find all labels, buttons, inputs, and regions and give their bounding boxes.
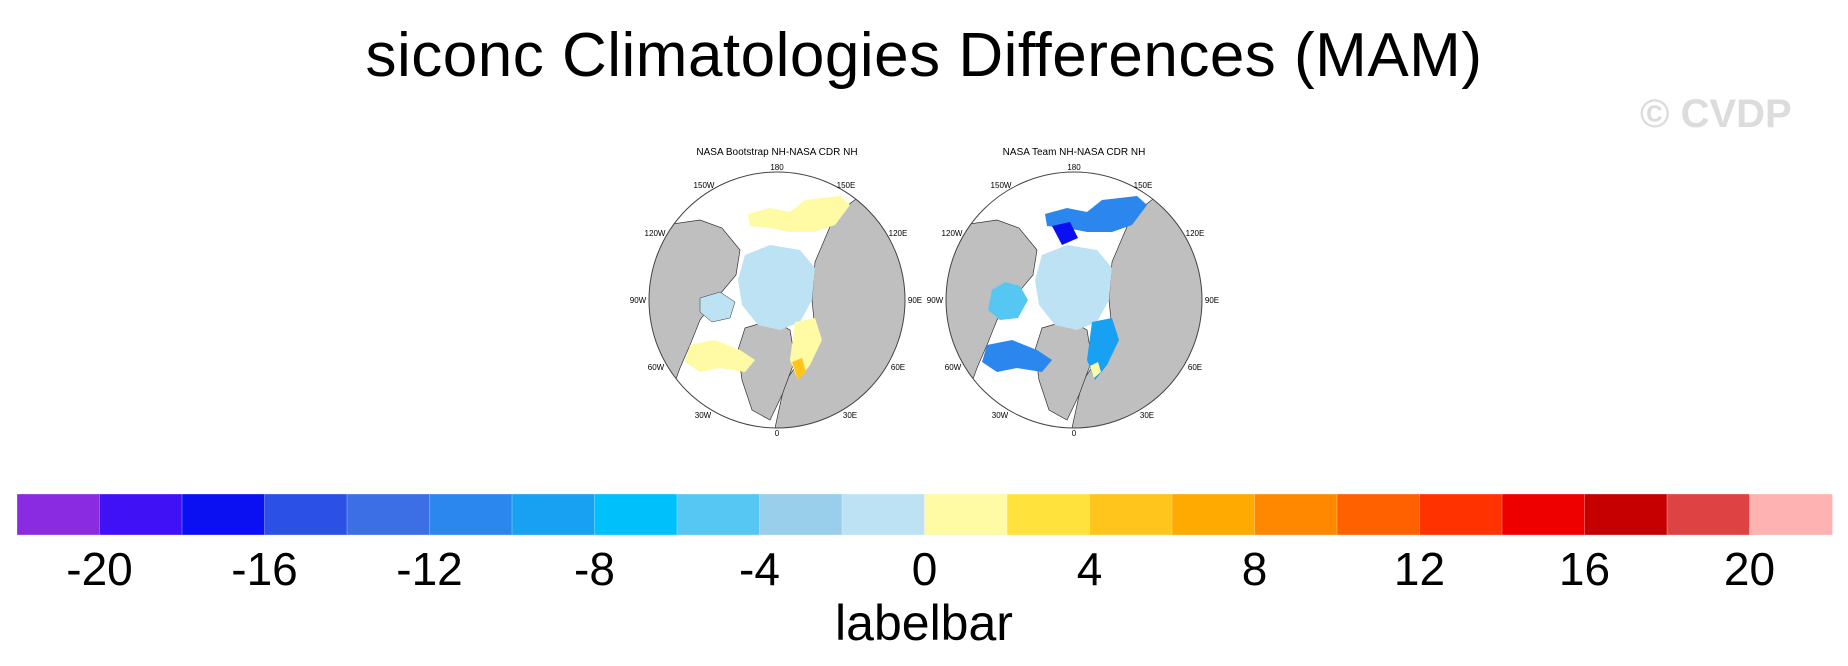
colorbar-box	[1006, 493, 1091, 536]
lon-label-180: 180	[1067, 163, 1081, 172]
colorbar-box	[841, 493, 926, 536]
colorbar-box	[1089, 493, 1173, 536]
positive-diff-siberia	[748, 196, 850, 232]
colorbar-tick-label: 12	[1394, 543, 1445, 595]
lon-label-150w: 150W	[991, 181, 1012, 190]
panel-bootstrap: NASA Bootstrap NH-NASA CDR NH 180 150E 1…	[630, 147, 922, 438]
colorbar-box	[1171, 493, 1256, 536]
negative-diff-canadian-archipelago	[988, 282, 1028, 320]
lon-label-30w: 30W	[695, 411, 712, 420]
positive-diff-okhotsk	[792, 358, 806, 380]
polar-map	[649, 172, 905, 428]
colorbar-box	[1584, 493, 1668, 536]
lon-label-90w: 90W	[927, 296, 944, 305]
colorbar-tick-label: 16	[1559, 543, 1610, 595]
figure-title: siconc Climatologies Differences (MAM)	[365, 21, 1483, 90]
colorbar-box	[1254, 493, 1338, 536]
lon-label-0: 0	[775, 429, 780, 438]
colorbar-tick-label: -16	[231, 543, 297, 595]
arctic-ice-diff	[738, 245, 815, 330]
lon-label-120w: 120W	[942, 229, 963, 238]
colorbar-box	[16, 493, 101, 536]
lon-label-30e: 30E	[1140, 411, 1154, 420]
colorbar-box	[594, 493, 678, 536]
lon-label-150w: 150W	[694, 181, 715, 190]
lon-label-60e: 60E	[891, 363, 905, 372]
colorbar-tick-label: -20	[66, 543, 132, 595]
polar-map	[946, 172, 1202, 428]
lon-label-30w: 30W	[992, 411, 1009, 420]
panel-title: NASA Bootstrap NH-NASA CDR NH	[696, 147, 857, 158]
panel-title: NASA Team NH-NASA CDR NH	[1003, 147, 1146, 158]
negative-diff-pacific-edge	[1052, 222, 1078, 245]
lon-label-120e: 120E	[889, 229, 908, 238]
negative-diff-atlantic	[982, 340, 1052, 372]
arctic-ice-diff	[1035, 245, 1112, 330]
colorbar-tick-label: 0	[912, 543, 938, 595]
colorbar-box	[924, 493, 1008, 536]
lon-label-120e: 120E	[1186, 229, 1205, 238]
lon-label-90w: 90W	[630, 296, 647, 305]
colorbar-box	[1336, 493, 1421, 536]
lon-label-30e: 30E	[843, 411, 857, 420]
positive-diff-atlantic	[685, 340, 755, 372]
colorbar-tick-labels: -20 -16 -12 -8 -4 0 4 8 12 16 20	[66, 543, 1775, 595]
colorbar-box	[1749, 493, 1833, 536]
hudson-bay-diff	[699, 291, 736, 323]
colorbar-tick-label: -4	[739, 543, 780, 595]
lon-label-0: 0	[1072, 429, 1077, 438]
cvdp-watermark: © CVDP	[1640, 92, 1792, 136]
colorbar-box	[759, 493, 843, 536]
lon-label-60w: 60W	[648, 363, 665, 372]
lon-label-60e: 60E	[1188, 363, 1202, 372]
colorbar-box	[346, 493, 431, 536]
colorbar-tick-label: -12	[396, 543, 462, 595]
lon-label-150e: 150E	[1134, 181, 1153, 190]
colorbar-box	[511, 493, 596, 536]
colorbar-label: labelbar	[835, 595, 1013, 651]
colorbar-box	[181, 493, 266, 536]
colorbar-tick-label: 8	[1242, 543, 1268, 595]
lon-label-120w: 120W	[645, 229, 666, 238]
lon-label-90e: 90E	[908, 296, 922, 305]
colorbar-box	[1666, 493, 1751, 536]
lon-label-60w: 60W	[945, 363, 962, 372]
colorbar-box	[429, 493, 513, 536]
colorbar	[16, 493, 1833, 536]
colorbar-tick-label: -8	[574, 543, 615, 595]
colorbar-box	[264, 493, 348, 536]
colorbar-box	[1501, 493, 1586, 536]
colorbar-box	[99, 493, 183, 536]
colorbar-box	[1419, 493, 1503, 536]
lon-label-90e: 90E	[1205, 296, 1219, 305]
lon-label-150e: 150E	[837, 181, 856, 190]
panel-team: NASA Team NH-NASA CDR NH 180 150E 120E 9…	[927, 147, 1219, 438]
colorbar-box	[676, 493, 761, 536]
positive-diff-small	[1090, 362, 1101, 378]
colorbar-tick-label: 4	[1077, 543, 1103, 595]
colorbar-tick-label: 20	[1724, 543, 1775, 595]
lon-label-180: 180	[770, 163, 784, 172]
